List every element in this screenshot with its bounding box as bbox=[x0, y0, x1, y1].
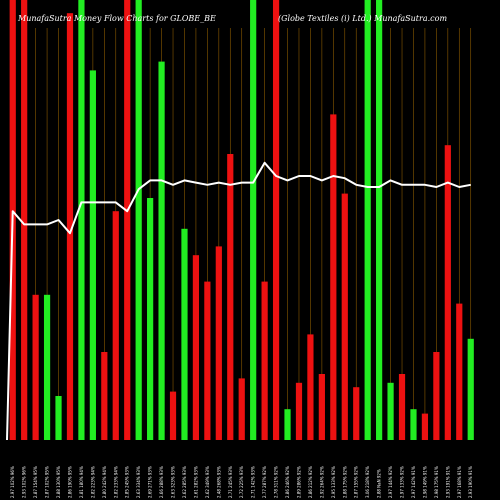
bar-down bbox=[238, 378, 245, 440]
bar-down bbox=[318, 374, 325, 440]
x-tick-label: 2.88 130% 95% bbox=[56, 466, 61, 498]
x-tick-label: 2.95 133% 92% bbox=[331, 466, 336, 498]
x-tick-label: 2.71 245% 93% bbox=[228, 466, 233, 498]
bar-up bbox=[147, 198, 154, 440]
x-tick-label: 2.86 246% 92% bbox=[285, 466, 290, 498]
x-tick-label: 2.93 102% 96% bbox=[22, 466, 27, 498]
x-tick-label: 2.89 286% 92% bbox=[296, 466, 301, 498]
bar-up bbox=[410, 409, 417, 440]
x-tick-label: 2.98 175% 91% bbox=[434, 466, 439, 498]
bar-up bbox=[78, 0, 85, 440]
x-tick-label: 2.69 271% 93% bbox=[148, 466, 153, 498]
x-tick-label: 2.78 311% 92% bbox=[274, 466, 279, 498]
x-tick-label: 2.93 190% 91% bbox=[468, 466, 473, 498]
x-tick-label: 2.81 180% 94% bbox=[79, 466, 84, 498]
bar-up bbox=[376, 0, 383, 440]
bar-down bbox=[295, 382, 303, 440]
x-tick-label: 2.77 287% 92% bbox=[262, 466, 267, 498]
bar-up bbox=[43, 294, 51, 440]
x-tick-label: 3.06 218% 92% bbox=[365, 466, 370, 498]
bar-down bbox=[330, 114, 337, 441]
bar-down bbox=[341, 193, 348, 440]
bar-down bbox=[204, 281, 211, 440]
bar-up bbox=[55, 396, 62, 440]
bar-down bbox=[421, 413, 429, 440]
x-tick-label: 2.87 154% 95% bbox=[33, 466, 38, 498]
money-flow-line bbox=[6, 161, 471, 441]
bar-down bbox=[32, 294, 39, 440]
x-axis-tick-labels: 2.97 102% 96% 2.93 102% 96% 2.87 154% 95% 2… bbox=[10, 466, 473, 498]
bar-up bbox=[158, 61, 165, 440]
bar-down bbox=[444, 145, 451, 440]
x-tick-label: 2.63 334% 93% bbox=[136, 466, 141, 498]
bar-down bbox=[272, 0, 280, 440]
bars bbox=[9, 0, 474, 441]
x-tick-label: 2.87 102% 95% bbox=[45, 466, 50, 498]
bar-down bbox=[112, 211, 119, 440]
bar-up bbox=[181, 228, 188, 440]
x-tick-label: 2.98 149% 91% bbox=[422, 466, 427, 498]
x-tick-label: 2.93 191% 91% bbox=[445, 466, 450, 498]
x-tick-label: 2.72 225% 93% bbox=[239, 466, 244, 498]
x-tick-label: 2.66 288% 93% bbox=[159, 466, 164, 498]
x-tick-label: 2.97 168% 91% bbox=[457, 466, 462, 498]
chart-title-right: (Globe Textiles (i) Ltd.) MunafaSutra.co… bbox=[278, 14, 447, 23]
bar-down bbox=[169, 391, 177, 440]
bar-down bbox=[398, 374, 406, 440]
x-tick-label: 2.82 223% 94% bbox=[90, 466, 95, 498]
bar-up bbox=[364, 0, 371, 440]
bar-up bbox=[284, 409, 291, 440]
x-tick-label: 2.88 NaN 92% bbox=[377, 469, 382, 498]
bar-up bbox=[467, 338, 474, 440]
x-tick-label: 2.63 323% 93% bbox=[171, 466, 176, 498]
x-tick-label: 2.88 175% 92% bbox=[342, 466, 347, 498]
x-tick-label: 2.86 190% 95% bbox=[67, 466, 72, 498]
bar-down bbox=[215, 246, 222, 440]
bar-down bbox=[192, 255, 200, 440]
bar-down bbox=[66, 13, 74, 440]
x-tick-label: 2.87 155% 92% bbox=[354, 466, 359, 498]
bar-up bbox=[135, 0, 142, 440]
x-tick-label: 2.71 142% 93% bbox=[251, 466, 256, 498]
chart-title-left: MunafaSutra Money Flow Charts for GLOBE_… bbox=[17, 14, 216, 23]
x-tick-label: 2.86 212% 92% bbox=[308, 466, 313, 498]
bar-down bbox=[433, 352, 440, 440]
bar-down bbox=[456, 303, 463, 440]
bar-up bbox=[89, 70, 96, 441]
bar-down bbox=[261, 281, 268, 440]
x-tick-label: 2.80 242% 94% bbox=[102, 466, 107, 498]
bar-up bbox=[250, 0, 257, 440]
bar-down bbox=[101, 352, 108, 440]
money-flow-line-path bbox=[6, 161, 471, 441]
x-tick-label: 2.97 102% 96% bbox=[10, 466, 15, 498]
x-tick-label: 2.85 245% 93% bbox=[125, 466, 130, 498]
x-tick-label: 2.48 268% 93% bbox=[216, 466, 221, 498]
x-tick-label: 2.82 233% 94% bbox=[113, 466, 118, 498]
x-tick-label: 2.61 282% 93% bbox=[193, 466, 198, 498]
x-tick-label: 2.97 144% 92% bbox=[388, 466, 393, 498]
x-tick-label: 2.92 264% 92% bbox=[319, 466, 324, 498]
bar-down bbox=[227, 154, 234, 440]
bar-down bbox=[21, 0, 28, 440]
x-tick-label: 2.97 142% 91% bbox=[411, 466, 416, 498]
bar-down bbox=[353, 387, 360, 440]
x-tick-label: 2.97 133% 92% bbox=[400, 466, 405, 498]
x-tick-label: 2.62 349% 93% bbox=[205, 466, 210, 498]
bar-up bbox=[387, 382, 394, 440]
bar-down bbox=[124, 0, 131, 440]
x-tick-label: 2.62 285% 93% bbox=[182, 466, 187, 498]
bar-down bbox=[307, 334, 314, 440]
